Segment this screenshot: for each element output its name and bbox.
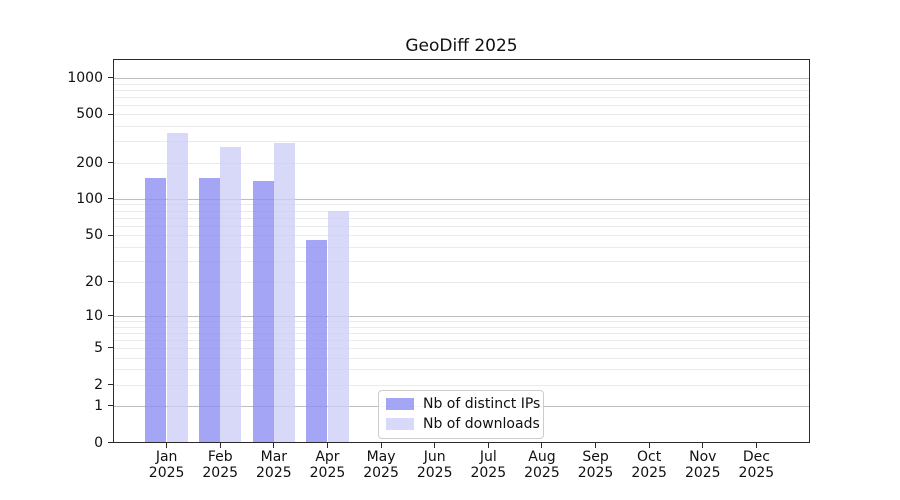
x-tick-month-mar: Mar	[260, 449, 288, 465]
x-tick-apr	[326, 443, 328, 448]
x-tick-year-oct: 2025	[631, 464, 667, 481]
x-tick-label-jul: Jul 2025	[456, 449, 520, 481]
y-tick-label-100: 100	[76, 190, 103, 207]
x-tick-month-oct: Oct	[637, 449, 662, 465]
x-tick-year-aug: 2025	[524, 464, 560, 481]
x-tick-sep	[595, 443, 597, 448]
legend: Nb of distinct IPs Nb of downloads	[378, 390, 544, 439]
x-tick-label-aug: Aug 2025	[510, 449, 574, 481]
y-tick-label-5: 5	[94, 339, 103, 356]
legend-item-nb-of-downloads: Nb of downloads	[386, 417, 540, 431]
x-tick-aug	[541, 443, 543, 448]
x-tick-oct	[648, 443, 650, 448]
plot-border	[113, 59, 810, 443]
x-tick-mar	[273, 443, 275, 448]
y-tick-label-200: 200	[76, 154, 103, 171]
y-tick-label-1: 1	[94, 397, 103, 414]
x-tick-month-jul: Jul	[479, 449, 497, 465]
y-tick-label-50: 50	[85, 227, 103, 244]
chart-title: GeoDiff 2025	[405, 36, 518, 56]
x-tick-year-jun: 2025	[416, 464, 453, 481]
x-tick-label-jan: Jan 2025	[135, 449, 199, 481]
x-tick-month-dec: Dec	[742, 449, 770, 465]
y-tick-label-2: 2	[94, 376, 103, 393]
x-tick-jul	[487, 443, 489, 448]
y-tick-label-0: 0	[94, 434, 103, 451]
y-tick-label-500: 500	[76, 106, 103, 123]
x-tick-label-mar: Mar 2025	[242, 449, 306, 481]
legend-label-nb-of-downloads: Nb of downloads	[423, 416, 540, 432]
x-tick-feb	[219, 443, 221, 448]
legend-item-nb-of-distinct-ips: Nb of distinct IPs	[386, 397, 540, 411]
x-tick-month-nov: Nov	[689, 449, 717, 465]
x-tick-year-mar: 2025	[256, 464, 292, 481]
x-tick-jan	[166, 443, 168, 448]
x-tick-year-apr: 2025	[309, 464, 346, 481]
x-tick-month-jan: Jan	[155, 449, 178, 465]
y-tick-label-10: 10	[85, 307, 103, 324]
x-tick-nov	[702, 443, 704, 448]
x-tick-month-apr: Apr	[315, 449, 340, 465]
x-tick-label-apr: Apr 2025	[295, 449, 359, 481]
x-tick-year-may: 2025	[363, 464, 399, 481]
x-tick-label-feb: Feb 2025	[188, 449, 252, 481]
x-tick-may	[380, 443, 382, 448]
x-tick-year-nov: 2025	[684, 464, 721, 481]
x-tick-jun	[434, 443, 436, 448]
x-tick-label-nov: Nov 2025	[671, 449, 735, 481]
x-tick-month-feb: Feb	[207, 449, 233, 465]
x-tick-month-may: May	[366, 449, 396, 465]
x-tick-year-jul: 2025	[470, 464, 507, 481]
x-tick-label-jun: Jun 2025	[403, 449, 467, 481]
x-tick-year-dec: 2025	[738, 464, 775, 481]
legend-swatch-nb-of-downloads	[386, 418, 414, 430]
legend-swatch-nb-of-distinct-ips	[386, 398, 414, 410]
x-tick-year-jan: 2025	[148, 464, 185, 481]
y-tick-label-1000: 1000	[67, 69, 103, 86]
x-tick-month-aug: Aug	[528, 449, 556, 465]
x-tick-label-dec: Dec 2025	[724, 449, 788, 481]
legend-label-nb-of-distinct-ips: Nb of distinct IPs	[423, 396, 541, 412]
x-tick-month-jun: Jun	[423, 449, 446, 465]
x-tick-label-sep: Sep 2025	[564, 449, 628, 481]
x-tick-label-oct: Oct 2025	[617, 449, 681, 481]
x-tick-label-may: May 2025	[349, 449, 413, 481]
y-tick-label-20: 20	[85, 273, 103, 290]
x-tick-month-sep: Sep	[582, 449, 609, 465]
x-tick-year-sep: 2025	[577, 464, 614, 481]
x-tick-dec	[755, 443, 757, 448]
x-tick-year-feb: 2025	[202, 464, 239, 481]
